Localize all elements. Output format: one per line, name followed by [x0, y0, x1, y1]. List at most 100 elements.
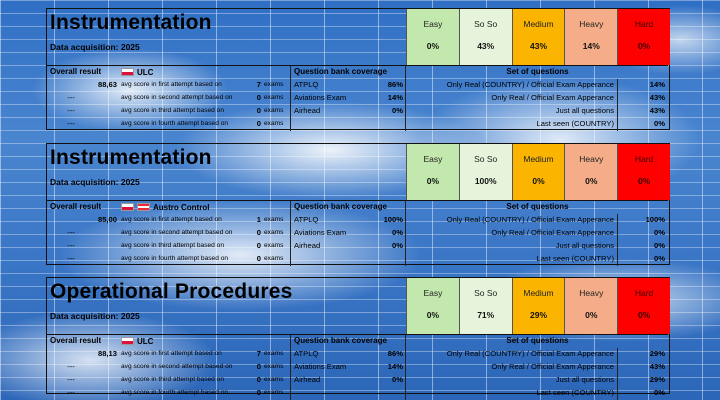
set-of-questions-label: Set of questions	[506, 336, 569, 345]
data-acquisition: Data acquisition: 2025	[50, 42, 140, 52]
question-bank-name: ATPLQ	[294, 80, 319, 89]
difficulty-medium-cell[interactable]: Medium 43%	[511, 9, 565, 65]
attempt-description: avg score in fourth attempt based on	[121, 120, 229, 127]
difficulty-percent: 0%	[532, 176, 545, 186]
question-bank-percent: 0%	[392, 241, 403, 250]
difficulty-heavy-cell[interactable]: Heavy 0%	[564, 278, 618, 334]
table-row: --- avg score in fourth attempt based on…	[47, 118, 668, 131]
attempt-score: ---	[67, 254, 75, 263]
exams-count: 0	[256, 241, 261, 250]
card-header: Instrumentation Data acquisition: 2025	[47, 144, 407, 200]
question-set-percent: 43%	[649, 106, 665, 115]
attempt-description: avg score in fourth attempt based on	[121, 389, 229, 396]
exams-count: 0	[256, 254, 261, 263]
exams-count: 0	[256, 93, 261, 102]
attempt-description: avg score in first attempt based on	[121, 350, 222, 357]
question-bank-name: Aviations Exam	[294, 93, 347, 102]
question-set-name: Only Real (COUNTRY) / Official Exam Appe…	[446, 349, 614, 358]
difficulty-medium-cell[interactable]: Medium 29%	[511, 278, 565, 334]
overall-result-label: Overall result	[50, 67, 102, 76]
difficulty-distribution: Easy 0% So So 43% Medium 43% Heavy 14% H…	[406, 9, 670, 65]
difficulty-distribution: Easy 0% So So 71% Medium 29% Heavy 0% Ha…	[406, 278, 670, 334]
question-bank-coverage-label: Question bank coverage	[294, 336, 387, 345]
difficulty-percent: 0%	[426, 41, 440, 51]
exams-label: exams	[264, 216, 284, 223]
attempt-description: avg score in third attempt based on	[121, 376, 224, 383]
difficulty-distribution: Easy 0% So So 100% Medium 0% Heavy 0% Ha…	[406, 144, 670, 200]
flag-at-icon	[137, 203, 150, 211]
difficulty-percent: 43%	[529, 41, 547, 51]
question-set-name: Only Real (COUNTRY) / Official Exam Appe…	[446, 215, 614, 224]
question-bank-percent: 0%	[392, 228, 403, 237]
difficulty-percent: 0%	[637, 41, 651, 51]
data-acquisition: Data acquisition: 2025	[50, 311, 140, 321]
difficulty-percent: 71%	[477, 310, 495, 320]
table-row: --- avg score in third attempt based on …	[47, 240, 668, 253]
attempt-score: ---	[67, 93, 75, 102]
question-bank-name: Aviations Exam	[294, 362, 347, 371]
exams-count: 1	[256, 215, 261, 224]
data-acquisition: Data acquisition: 2025	[50, 177, 140, 187]
table-row: 88,13 avg score in first attempt based o…	[47, 348, 668, 361]
attempt-score: 88,13	[97, 349, 117, 358]
attempt-score: ---	[67, 119, 75, 128]
difficulty-easy-cell[interactable]: Easy 0%	[406, 144, 459, 200]
difficulty-soso-cell[interactable]: So So 43%	[458, 9, 512, 65]
question-bank-coverage-label: Question bank coverage	[294, 202, 387, 211]
attempt-description: avg score in first attempt based on	[121, 216, 222, 223]
overall-result-label: Overall result	[50, 336, 102, 345]
difficulty-soso-cell[interactable]: So So 71%	[458, 278, 512, 334]
exams-count: 0	[256, 106, 261, 115]
exams-count: 0	[256, 119, 261, 128]
exams-label: exams	[264, 120, 284, 127]
table-row: --- avg score in second attempt based on…	[47, 227, 668, 240]
question-set-name: Just all questions	[555, 241, 614, 250]
difficulty-easy-cell[interactable]: Easy 0%	[406, 9, 459, 65]
set-of-questions-label: Set of questions	[506, 67, 569, 76]
question-set-percent: 29%	[649, 349, 665, 358]
results-table: Overall result ULC Question bank coverag…	[47, 334, 668, 400]
difficulty-name: So So	[474, 288, 498, 298]
exams-label: exams	[264, 389, 284, 396]
question-set-name: Last seen (COUNTRY)	[536, 254, 614, 263]
difficulty-hard-cell[interactable]: Hard 0%	[617, 278, 670, 334]
question-set-percent: 0%	[654, 228, 665, 237]
difficulty-name: Heavy	[579, 19, 604, 29]
difficulty-name: Medium	[523, 154, 554, 164]
exams-count: 0	[256, 362, 261, 371]
difficulty-percent: 14%	[582, 41, 600, 51]
difficulty-medium-cell[interactable]: Medium 0%	[511, 144, 565, 200]
difficulty-name: So So	[474, 154, 498, 164]
question-set-name: Only Real / Official Exam Apperance	[491, 93, 614, 102]
question-bank-percent: 100%	[383, 215, 403, 224]
table-row: --- avg score in third attempt based on …	[47, 374, 668, 387]
difficulty-name: Easy	[423, 19, 443, 29]
table-row: 88,63 avg score in first attempt based o…	[47, 79, 668, 92]
difficulty-name: Hard	[634, 154, 654, 164]
question-set-percent: 0%	[654, 254, 665, 263]
difficulty-name: Medium	[523, 288, 554, 298]
question-bank-percent: 86%	[387, 349, 403, 358]
question-set-percent: 0%	[654, 241, 665, 250]
table-row: --- avg score in second attempt based on…	[47, 92, 668, 105]
table-row: --- avg score in second attempt based on…	[47, 361, 668, 374]
attempt-description: avg score in second attempt based on	[121, 363, 233, 370]
difficulty-heavy-cell[interactable]: Heavy 14%	[564, 9, 618, 65]
difficulty-heavy-cell[interactable]: Heavy 0%	[564, 144, 618, 200]
subject-card: Operational Procedures Data acquisition:…	[46, 277, 670, 400]
attempt-score: ---	[67, 362, 75, 371]
country-flags: Austro Control	[121, 203, 209, 212]
attempt-description: avg score in first attempt based on	[121, 81, 222, 88]
question-set-percent: 29%	[649, 375, 665, 384]
results-header-row: Overall result Austro Control Question b…	[47, 201, 668, 214]
question-set-name: Only Real / Official Exam Apperance	[491, 228, 614, 237]
difficulty-hard-cell[interactable]: Hard 0%	[617, 9, 670, 65]
difficulty-percent: 43%	[477, 41, 495, 51]
attempt-score: 88,63	[97, 80, 117, 89]
difficulty-soso-cell[interactable]: So So 100%	[458, 144, 512, 200]
question-set-percent: 43%	[649, 93, 665, 102]
difficulty-hard-cell[interactable]: Hard 0%	[617, 144, 670, 200]
question-bank-name: ATPLQ	[294, 349, 319, 358]
exams-label: exams	[264, 94, 284, 101]
difficulty-easy-cell[interactable]: Easy 0%	[406, 278, 459, 334]
